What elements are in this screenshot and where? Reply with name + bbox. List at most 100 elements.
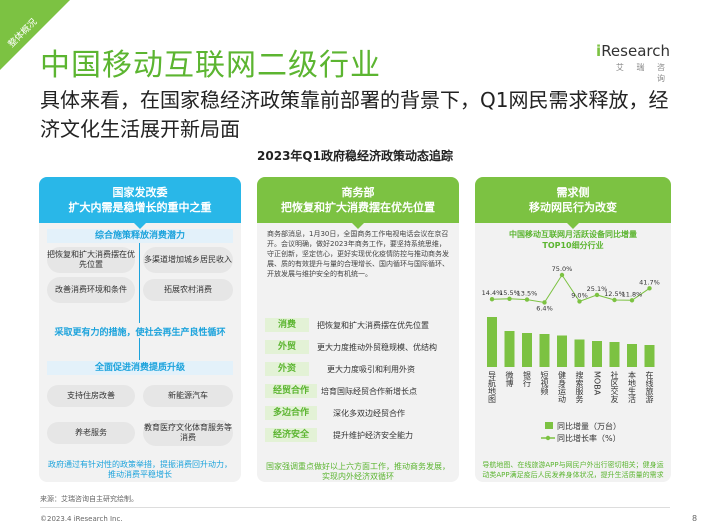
rate-point-5 bbox=[577, 299, 582, 304]
demand-card: 需求侧 移动网民行为改变 中国移动互联网月活跃设备同比增量 TOP10细分行业 … bbox=[475, 177, 671, 482]
policy-row: 多边合作 深化多双边经贸合作 bbox=[265, 406, 451, 420]
bar-5 bbox=[574, 339, 585, 367]
connector-line bbox=[139, 243, 140, 323]
policy-tag: 消费 bbox=[265, 318, 309, 332]
mofcom-card: 商务部 把恢复和扩大消费摆在优先位置 商务部消息，1月30日，全国商务工作电视电… bbox=[257, 177, 459, 482]
rate-point-6 bbox=[594, 292, 600, 298]
ndrc-card: 国家发改委 扩大内需是稳增长的重中之重 综合施策释放消费潜力 把恢复和扩大消费摆… bbox=[39, 177, 241, 482]
legend-bar-swatch bbox=[545, 422, 553, 429]
mofcom-paragraph: 商务部消息，1月30日，全国商务工作电视电话会议在京召开。会议明确，做好2023… bbox=[267, 230, 449, 278]
bar-3 bbox=[539, 334, 550, 367]
rate-point-3 bbox=[542, 300, 547, 305]
category-label-3: 短视频 bbox=[540, 370, 549, 396]
rate-label-5: 9.0% bbox=[571, 291, 588, 299]
logo-i: i bbox=[596, 42, 602, 60]
rate-point-7 bbox=[612, 297, 617, 303]
legend-line-dot bbox=[545, 435, 551, 441]
policy-text: 深化多双边经贸合作 bbox=[333, 408, 405, 418]
category-label-8: 本地生活 bbox=[628, 370, 637, 404]
pill-environment: 改善消费环境和条件 bbox=[47, 277, 135, 303]
legend-bar-label: 同比增量（万台） bbox=[557, 421, 621, 431]
rate-point-2 bbox=[524, 297, 530, 302]
ndrc-card-header: 国家发改委 扩大内需是稳增长的重中之重 bbox=[39, 177, 241, 229]
corner-ribbon bbox=[0, 0, 70, 70]
bar-9 bbox=[644, 345, 655, 367]
policy-text: 培育国际经贸合作新增长点 bbox=[321, 386, 417, 396]
section-title: 2023年Q1政府稳经济政策动态追踪 bbox=[257, 149, 453, 163]
policy-row: 经济安全 提升维护经济安全能力 bbox=[265, 428, 451, 442]
category-label-7: 社区交友 bbox=[610, 370, 619, 404]
rate-point-9 bbox=[647, 286, 652, 291]
ndrc-card-title: 国家发改委 bbox=[112, 186, 168, 199]
rate-label-9: 41.7% bbox=[639, 278, 660, 286]
category-label-1: 微博 bbox=[505, 370, 514, 388]
bar-1 bbox=[504, 331, 515, 367]
category-label-2: 银行 bbox=[523, 370, 532, 388]
chart-title-line1: 中国移动互联网月活跃设备同比增量 bbox=[509, 230, 637, 239]
legend-line-label: 同比增长率（%） bbox=[557, 433, 621, 443]
demand-card-subtitle: 移动网民行为改变 bbox=[529, 201, 617, 214]
policy-text: 提升维护经济安全能力 bbox=[333, 430, 413, 440]
rate-label-7: 12.5% bbox=[604, 290, 625, 298]
policy-row: 消费 把恢复和扩大消费摆在优先位置 bbox=[265, 318, 451, 332]
category-label-0: 导航地图 bbox=[488, 371, 497, 404]
category-label-6: MOBA bbox=[593, 371, 602, 396]
rate-point-0 bbox=[489, 297, 495, 302]
category-label-9: 在线旅游 bbox=[645, 370, 654, 404]
demand-card-footer: 导航地图、在线旅游APP与网民户外出行密切相关；健身运动类APP满足疫后人民发养… bbox=[482, 461, 664, 479]
bar-4 bbox=[557, 335, 567, 367]
growth-chart: 导航地图 微博 银行 短视频 健身运动 搜索服务 MOBA 社区交友 本地生活 在线旅游 14.4%… bbox=[482, 265, 660, 443]
rate-label-6: 25.1% bbox=[587, 285, 608, 293]
pill-income: 多渠道增加城乡居民收入 bbox=[143, 247, 233, 273]
logo-sub: 艾 瑞 咨 询 bbox=[615, 63, 670, 83]
footer-divider bbox=[40, 507, 670, 508]
pill-rural: 拓展农村消费 bbox=[143, 279, 233, 301]
ndrc-card-subtitle: 扩大内需是稳增长的重中之重 bbox=[68, 201, 212, 214]
policy-row: 外贸 更大力度推动外贸稳规模、优结构 bbox=[265, 340, 451, 354]
policy-row: 经贸合作 培育国际经贸合作新增长点 bbox=[265, 384, 451, 398]
bar-6 bbox=[592, 341, 602, 367]
mofcom-card-footer: 国家强调重点做好以上六方面工作，推动商务发展，实现内外经济双循环 bbox=[266, 462, 450, 481]
pill-education: 教育医疗文化体育服务等消费 bbox=[143, 420, 233, 446]
chart-title-line2: TOP10细分行业 bbox=[542, 241, 604, 250]
rate-label-1: 15.5% bbox=[499, 289, 520, 297]
bar-2 bbox=[522, 333, 532, 367]
pill-housing: 支持住房改善 bbox=[47, 385, 135, 407]
category-label-5: 搜索服务 bbox=[575, 370, 584, 404]
policy-text: 把恢复和扩大消费摆在优先位置 bbox=[317, 320, 429, 330]
bar-0 bbox=[487, 317, 497, 367]
mofcom-card-title: 商务部 bbox=[341, 186, 375, 199]
pill-consumption-priority: 把恢复和扩大消费摆在优先位置 bbox=[47, 247, 135, 273]
page-subtitle: 具体来看，在国家稳经济政策靠前部署的背景下，Q1网民需求释放，经济文化生活展开新… bbox=[40, 88, 669, 141]
demand-card-title: 需求侧 bbox=[556, 186, 590, 199]
rate-point-8 bbox=[629, 298, 635, 303]
mofcom-card-header: 商务部 把恢复和扩大消费摆在优先位置 bbox=[257, 177, 459, 229]
category-label-4: 健身运动 bbox=[558, 370, 567, 404]
page-title: 中国移动互联网二级行业 bbox=[40, 48, 381, 83]
policy-text: 更大力度推动外贸稳规模、优结构 bbox=[317, 342, 437, 352]
policy-text: 更大力度吸引和利用外资 bbox=[327, 364, 415, 374]
rate-label-0: 14.4% bbox=[482, 289, 503, 297]
iresearch-logo: iResearch 艾 瑞 咨 询 bbox=[596, 42, 670, 84]
demand-card-header: 需求侧 移动网民行为改变 bbox=[475, 177, 671, 229]
policy-row: 外资 更大力度吸引和利用外资 bbox=[265, 362, 451, 376]
policy-tag: 经贸合作 bbox=[265, 384, 317, 398]
rate-line bbox=[491, 274, 650, 303]
measures-text: 采取更有力的措施，使社会再生产良性循环 bbox=[54, 328, 226, 338]
policy-tag: 多边合作 bbox=[265, 406, 317, 420]
rate-point-4 bbox=[559, 272, 565, 278]
rate-label-2: 13.5% bbox=[517, 290, 538, 298]
source-note: 来源：艾瑞咨询自主研究绘制。 bbox=[40, 495, 138, 503]
policy-tag: 经济安全 bbox=[265, 428, 317, 442]
copyright: ©2023.4 iResearch Inc. bbox=[40, 515, 123, 523]
rate-label-3: 6.4% bbox=[536, 304, 553, 312]
bar-8 bbox=[627, 344, 637, 367]
upgrade-heading: 全面促进消费提质升级 bbox=[47, 361, 233, 375]
chart-title: 中国移动互联网月活跃设备同比增量 TOP10细分行业 bbox=[483, 229, 663, 251]
connector-line bbox=[139, 338, 140, 360]
rate-label-4: 75.0% bbox=[552, 265, 573, 273]
rate-label-8: 11.8% bbox=[622, 290, 643, 298]
mofcom-card-subtitle: 把恢复和扩大消费摆在优先位置 bbox=[281, 201, 435, 214]
policy-tag: 外贸 bbox=[265, 340, 309, 354]
logo-research: Research bbox=[601, 42, 670, 60]
